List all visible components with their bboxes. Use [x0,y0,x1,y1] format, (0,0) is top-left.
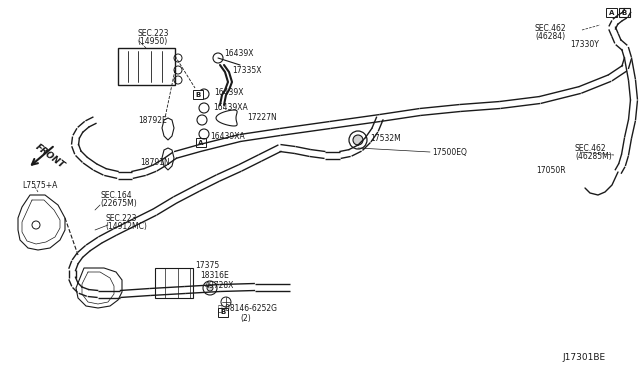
Text: 16439X: 16439X [224,48,253,58]
Text: SEC.462: SEC.462 [535,23,566,32]
Text: 16439X: 16439X [214,87,243,96]
Circle shape [353,135,363,145]
Text: SEC.223: SEC.223 [105,214,136,222]
Text: (22675M): (22675M) [100,199,137,208]
Polygon shape [216,110,237,126]
Bar [196,138,206,147]
Text: A: A [609,10,614,16]
Text: FRONT: FRONT [34,142,67,170]
Text: 17335X: 17335X [232,65,262,74]
Polygon shape [162,148,174,170]
Text: 49728X: 49728X [205,280,234,289]
Text: (14950): (14950) [137,36,167,45]
Polygon shape [76,268,122,308]
Text: A: A [198,140,204,145]
Text: (46285M): (46285M) [575,151,612,160]
Circle shape [207,285,213,291]
Text: (14912MC): (14912MC) [105,221,147,231]
Text: L7575+A: L7575+A [22,180,58,189]
Text: SEC.164: SEC.164 [100,190,132,199]
Text: B: B [622,10,627,16]
Text: SEC.462: SEC.462 [575,144,607,153]
Text: 16439XA: 16439XA [213,103,248,112]
Text: (2): (2) [240,314,251,323]
Bar [619,8,630,17]
Text: 17375: 17375 [195,260,220,269]
Text: B: B [220,310,226,315]
Text: 17532M: 17532M [370,134,401,142]
Bar [193,90,203,99]
Text: B: B [195,92,200,97]
Text: Ⓑ 08146-6252G: Ⓑ 08146-6252G [218,304,277,312]
Polygon shape [162,118,174,140]
Bar [118,48,175,85]
Bar [155,268,193,298]
Text: SEC.223: SEC.223 [137,29,168,38]
Text: 17500EQ: 17500EQ [432,148,467,157]
Bar [218,308,228,317]
Text: 17330Y: 17330Y [570,39,599,48]
Text: J17301BE: J17301BE [562,353,605,362]
Text: 17227N: 17227N [247,112,276,122]
Bar [606,8,617,17]
Text: 18791N: 18791N [140,157,170,167]
Text: 18316E: 18316E [200,270,228,279]
Text: 16439XA: 16439XA [210,131,244,141]
Polygon shape [18,195,65,250]
Text: (46284): (46284) [535,32,565,41]
Text: 17050R: 17050R [536,166,566,174]
Text: 18792E: 18792E [138,115,167,125]
